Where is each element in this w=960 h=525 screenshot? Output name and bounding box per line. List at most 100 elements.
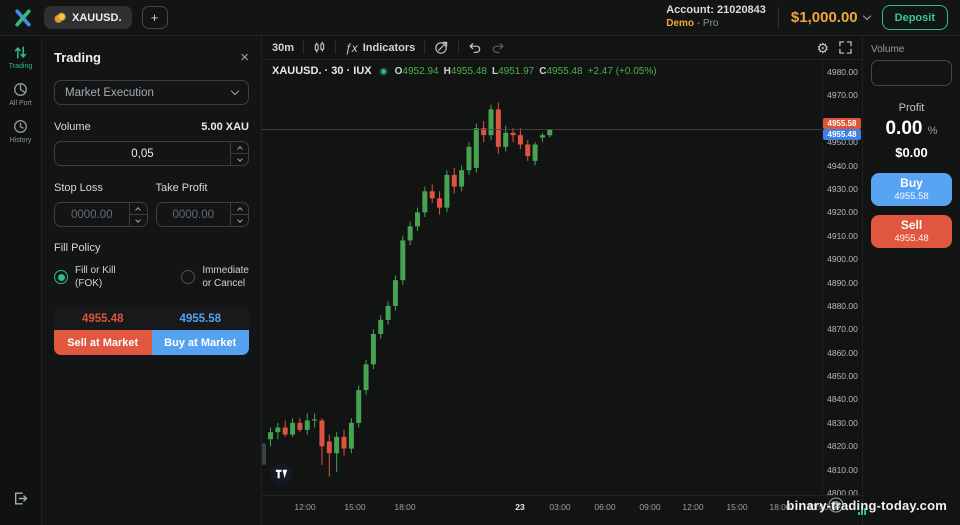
left-nav-rail: Trading All Port History <box>0 36 42 525</box>
price-axis[interactable]: 4955.58 4955.48 4980.00 4970.00 4950.00 494… <box>822 60 862 498</box>
price-tick-label: 4980.00 <box>827 67 858 77</box>
time-tick-label: 06:00 <box>594 502 616 512</box>
sidebar-item-label: History <box>9 137 32 144</box>
fill-policy-option-ioc[interactable]: Immediate or Cancel <box>181 264 249 290</box>
candlestick-chart[interactable] <box>262 60 822 495</box>
deposit-button[interactable]: Deposit <box>881 5 948 30</box>
price-tick-label: 4800.00 <box>827 488 858 498</box>
buy-at-market-button[interactable]: Buy at Market <box>151 330 249 355</box>
topbar-divider <box>777 6 779 29</box>
take-profit-increment-button[interactable] <box>231 203 248 214</box>
chart-legend: XAUUSD. · 30 · IUX O4952.94 H4955.48 L49… <box>272 65 657 77</box>
balance-amount: $1,000.00 <box>790 9 858 26</box>
close-icon[interactable]: × <box>240 49 249 66</box>
chart-scrollbar-handle[interactable] <box>262 443 266 465</box>
fill-policy-label: Fill Policy <box>54 242 101 254</box>
order-type-dropdown[interactable]: Market Execution <box>54 80 249 105</box>
fullscreen-icon[interactable] <box>839 41 852 54</box>
time-tick-label: 18:00 <box>769 502 791 512</box>
price-tick-label: 4910.00 <box>827 230 858 241</box>
market-status-icon[interactable] <box>378 66 388 76</box>
candle-body <box>539 135 545 138</box>
price-tick-label: 4830.00 <box>827 417 858 428</box>
quick-buy-button[interactable]: Buy 4955.58 <box>871 173 952 206</box>
sidebar-item-label: Trading <box>8 63 33 70</box>
account-type: Demo <box>666 18 695 30</box>
price-tick-label: 4950.00 <box>827 137 858 148</box>
sell-button-price: 4955.48 <box>894 233 929 245</box>
candle-body <box>525 144 531 157</box>
broker-logo-icon[interactable] <box>12 7 34 29</box>
top-bar: XAUUSD. + Account: 21020843 Demo - Pro $… <box>0 0 960 36</box>
fill-policy-option-fok[interactable]: Fill or Kill (FOK) <box>54 264 116 290</box>
balance-dropdown[interactable]: $1,000.00 <box>790 9 871 26</box>
indicators-label: Indicators <box>362 41 416 54</box>
order-quick-panel: Volume Profit 0.00 % $0.00 Buy 4955.58 S… <box>862 36 960 525</box>
order-type-value: Market Execution <box>65 86 154 99</box>
timeframe-button[interactable]: 30m <box>272 41 295 54</box>
undo-icon[interactable] <box>468 41 482 54</box>
indicators-button[interactable]: ƒx Indicators <box>345 41 415 55</box>
stop-loss-stepper <box>54 202 148 227</box>
candle-body <box>473 128 479 168</box>
take-profit-label: Take Profit <box>155 182 208 194</box>
settings-gear-icon[interactable]: ⚙ <box>816 39 829 56</box>
logout-button[interactable] <box>13 491 28 511</box>
candle-body <box>370 333 376 365</box>
volume-increment-button[interactable] <box>231 142 248 153</box>
stop-loss-input[interactable] <box>55 203 129 226</box>
logout-icon <box>14 492 28 505</box>
trading-panel: Trading × Market Execution Volume 5.00 X… <box>42 36 262 525</box>
take-profit-input[interactable] <box>156 203 230 226</box>
sidebar-item-history[interactable]: History <box>9 119 32 144</box>
candle-body <box>437 198 443 208</box>
volume-decrement-button[interactable] <box>231 153 248 165</box>
candlestick-style-icon[interactable] <box>313 41 326 54</box>
time-axis[interactable]: 12:00 15:00 18:00 23 03:00 06:00 09:00 12:00 15:… <box>262 495 862 525</box>
sidebar-item-trading[interactable]: Trading <box>9 45 32 70</box>
ohlc-values: O4952.94 H4955.48 L4951.97 C4955.48 +2.4… <box>394 65 657 77</box>
rp-volume-input[interactable] <box>871 60 952 86</box>
sidebar-item-all-port[interactable]: All Port <box>9 82 32 107</box>
candle-body <box>319 420 325 447</box>
quick-sell-button[interactable]: Sell 4955.48 <box>871 215 952 248</box>
candle-body <box>459 170 465 187</box>
price-tick-label: 4870.00 <box>827 324 858 335</box>
price-tick-label: 4900.00 <box>827 254 858 265</box>
take-profit-decrement-button[interactable] <box>231 214 248 226</box>
volume-stepper <box>54 141 249 166</box>
redo-icon[interactable] <box>491 41 505 54</box>
sell-button-label: Sell <box>900 218 923 233</box>
volume-input[interactable] <box>55 142 230 165</box>
replay-icon[interactable] <box>434 40 449 55</box>
time-tick-label: 12:00 <box>682 502 704 512</box>
candle-body <box>282 427 288 435</box>
chart-symbol-label[interactable]: XAUUSD. · 30 · IUX <box>272 65 372 77</box>
price-tick-label: 4810.00 <box>827 464 858 475</box>
panel-title: Trading <box>54 50 101 65</box>
chart-plot-area[interactable]: XAUUSD. · 30 · IUX O4952.94 H4955.48 L49… <box>262 60 862 498</box>
tradingview-logo[interactable] <box>270 463 292 485</box>
watermark: binary-trading-today.com <box>786 498 947 513</box>
candle-body <box>481 128 487 136</box>
stop-loss-label: Stop Loss <box>54 182 103 194</box>
candle-body <box>415 212 420 227</box>
camera-snapshot-icon[interactable] <box>828 497 844 518</box>
profit-label: Profit <box>898 102 925 114</box>
candle-body <box>510 132 516 136</box>
candle-body <box>429 191 435 199</box>
symbol-tab[interactable]: XAUUSD. <box>44 6 132 29</box>
time-tick-label: 03:00 <box>549 502 571 512</box>
time-tick-label: 23 <box>515 502 525 512</box>
stop-loss-increment-button[interactable] <box>130 203 147 214</box>
portfolio-pie-icon <box>14 83 27 96</box>
time-tick-label: 12:00 <box>294 502 316 512</box>
stop-loss-decrement-button[interactable] <box>129 214 147 226</box>
price-tick-label: 4820.00 <box>827 441 858 452</box>
add-symbol-tab-button[interactable]: + <box>141 6 168 29</box>
account-number: 21020843 <box>716 4 766 17</box>
sell-at-market-button[interactable]: Sell at Market <box>54 330 152 355</box>
fill-option-text: Fill or Kill <box>75 265 116 276</box>
price-tick-label: 4860.00 <box>827 347 858 358</box>
